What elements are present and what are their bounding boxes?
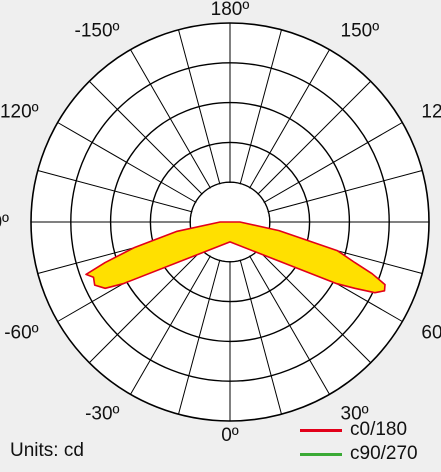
grid-ring (30, 22, 430, 422)
angle-label: 120º (421, 102, 441, 123)
legend-label-c90-270: c90/270 (350, 443, 418, 464)
angle-label: 60º (421, 323, 441, 344)
angle-label: -120º (0, 102, 39, 123)
angle-labels: 180º150º-150º120º-120º90º-90º60º-60º30º-… (0, 0, 441, 446)
legend-swatch-c90-270 (300, 452, 342, 456)
grid-ring (189, 181, 271, 263)
angle-label: -150º (75, 21, 120, 42)
grid-ring (149, 141, 311, 303)
grid-ring (109, 101, 351, 343)
angle-label: -30º (85, 403, 119, 424)
series-layer (85, 221, 386, 294)
legend-label-c0-180: c0/180 (350, 419, 408, 440)
angle-label: 180º (211, 0, 250, 20)
units-label: Units: cd (10, 440, 84, 461)
angle-label: -60º (4, 323, 38, 344)
series-c0-180-curve (85, 221, 386, 294)
grid-ring (70, 62, 390, 382)
legend-swatch-c0-180 (300, 428, 342, 432)
angle-label: -90º (0, 212, 9, 233)
angle-label: 30º (341, 403, 369, 424)
legend: c0/180 c90/270 (300, 418, 418, 466)
angle-label: 150º (341, 21, 380, 42)
angle-label: 0º (221, 425, 239, 446)
legend-item-c90-270: c90/270 (300, 442, 418, 466)
legend-item-c0-180: c0/180 (300, 418, 418, 442)
